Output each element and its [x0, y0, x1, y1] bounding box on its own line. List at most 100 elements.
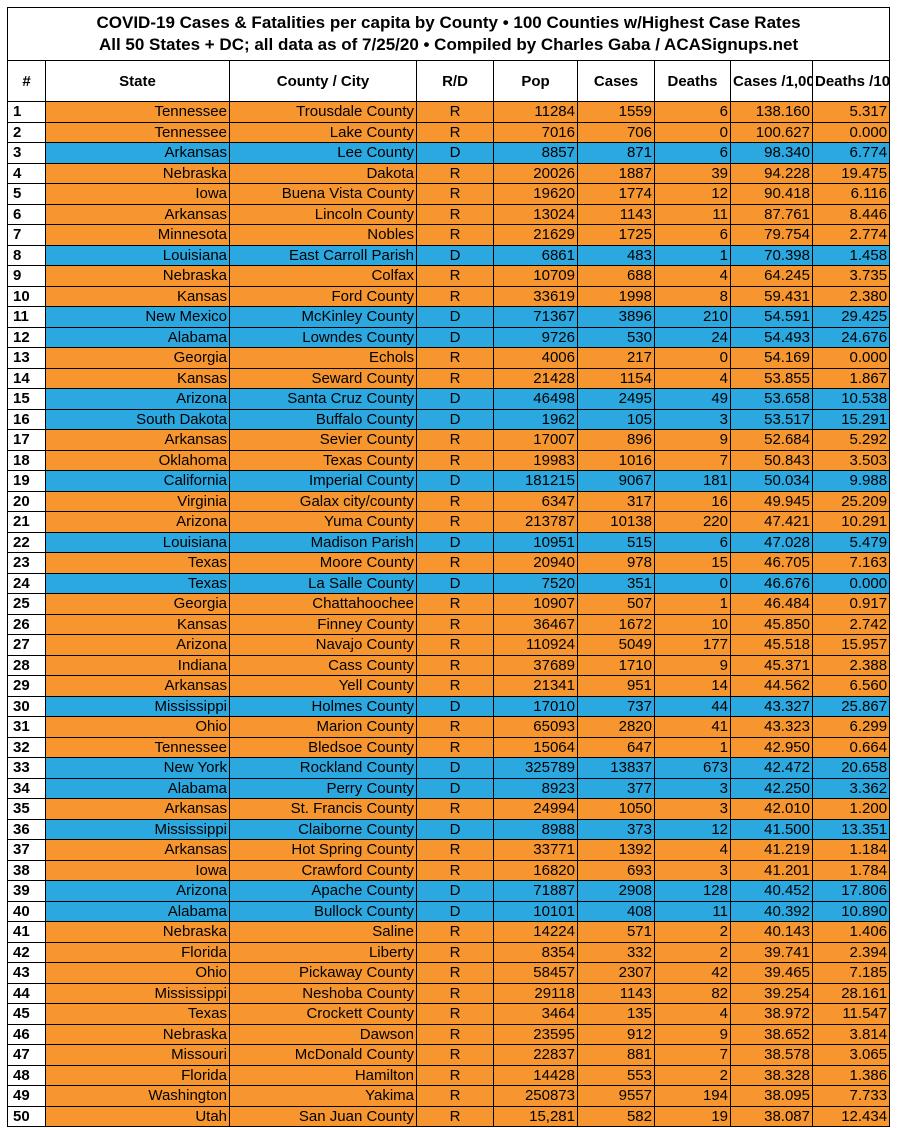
cell-county[interactable]: Claiborne County — [229, 818, 417, 840]
cell-rank[interactable]: 45 — [7, 1003, 46, 1025]
cell-deaths-per-10000[interactable]: 8.446 — [811, 203, 891, 225]
cell-rank[interactable]: 49 — [7, 1085, 46, 1107]
cell-pop[interactable]: 19620 — [493, 183, 578, 205]
cell-party[interactable]: D — [416, 572, 494, 594]
cell-party[interactable]: R — [416, 962, 494, 984]
cell-rank[interactable]: 32 — [7, 736, 46, 758]
cell-rank[interactable]: 13 — [7, 347, 46, 369]
cell-cases-per-1000[interactable]: 49.945 — [730, 490, 813, 512]
cell-party[interactable]: R — [416, 162, 494, 184]
cell-deaths-per-10000[interactable]: 19.475 — [811, 162, 891, 184]
cell-cases[interactable]: 1710 — [577, 654, 655, 676]
cell-pop[interactable]: 8857 — [493, 142, 578, 164]
cell-party[interactable]: R — [416, 634, 494, 656]
cell-party[interactable]: D — [416, 244, 494, 266]
cell-party[interactable]: R — [416, 552, 494, 574]
cell-cases[interactable]: 2908 — [577, 880, 655, 902]
cell-cases[interactable]: 2495 — [577, 388, 655, 410]
cell-deaths[interactable]: 9 — [654, 1023, 731, 1045]
cell-state[interactable]: New York — [45, 757, 230, 779]
cell-pop[interactable]: 4006 — [493, 347, 578, 369]
cell-state[interactable]: Arkansas — [45, 429, 230, 451]
cell-deaths-per-10000[interactable]: 1.458 — [811, 244, 891, 266]
cell-state[interactable]: Arkansas — [45, 839, 230, 861]
cell-cases[interactable]: 5049 — [577, 634, 655, 656]
cell-state[interactable]: Iowa — [45, 183, 230, 205]
cell-county[interactable]: San Juan County — [229, 1105, 417, 1127]
cell-deaths-per-10000[interactable]: 10.890 — [811, 900, 891, 922]
cell-county[interactable]: Rockland County — [229, 757, 417, 779]
cell-rank[interactable]: 23 — [7, 552, 46, 574]
cell-rank[interactable]: 36 — [7, 818, 46, 840]
cell-deaths-per-10000[interactable]: 0.917 — [811, 593, 891, 615]
cell-deaths-per-10000[interactable]: 25.209 — [811, 490, 891, 512]
cell-rank[interactable]: 17 — [7, 429, 46, 451]
cell-pop[interactable]: 7520 — [493, 572, 578, 594]
cell-county[interactable]: Hot Spring County — [229, 839, 417, 861]
cell-party[interactable]: R — [416, 265, 494, 287]
cell-county[interactable]: McDonald County — [229, 1044, 417, 1066]
cell-county[interactable]: Madison Parish — [229, 531, 417, 553]
cell-cases[interactable]: 317 — [577, 490, 655, 512]
cell-deaths[interactable]: 3 — [654, 798, 731, 820]
cell-cases-per-1000[interactable]: 100.627 — [730, 121, 813, 143]
cell-deaths[interactable]: 7 — [654, 449, 731, 471]
cell-party[interactable]: R — [416, 798, 494, 820]
cell-cases-per-1000[interactable]: 53.855 — [730, 367, 813, 389]
cell-county[interactable]: Echols — [229, 347, 417, 369]
cell-pop[interactable]: 19983 — [493, 449, 578, 471]
cell-party[interactable]: R — [416, 183, 494, 205]
cell-county[interactable]: Moore County — [229, 552, 417, 574]
cell-pop[interactable]: 58457 — [493, 962, 578, 984]
cell-cases-per-1000[interactable]: 54.493 — [730, 326, 813, 348]
cell-pop[interactable]: 16820 — [493, 859, 578, 881]
cell-state[interactable]: South Dakota — [45, 408, 230, 430]
cell-rank[interactable]: 3 — [7, 142, 46, 164]
cell-cases-per-1000[interactable]: 50.843 — [730, 449, 813, 471]
cell-pop[interactable]: 36467 — [493, 613, 578, 635]
cell-party[interactable]: R — [416, 1023, 494, 1045]
cell-deaths[interactable]: 12 — [654, 183, 731, 205]
cell-deaths[interactable]: 42 — [654, 962, 731, 984]
cell-deaths-per-10000[interactable]: 2.394 — [811, 941, 891, 963]
cell-county[interactable]: Buena Vista County — [229, 183, 417, 205]
cell-cases[interactable]: 1392 — [577, 839, 655, 861]
cell-rank[interactable]: 50 — [7, 1105, 46, 1127]
cell-rank[interactable]: 41 — [7, 921, 46, 943]
cell-state[interactable]: Tennessee — [45, 121, 230, 143]
cell-rank[interactable]: 40 — [7, 900, 46, 922]
cell-party[interactable]: D — [416, 818, 494, 840]
cell-deaths-per-10000[interactable]: 10.538 — [811, 388, 891, 410]
cell-cases[interactable]: 1672 — [577, 613, 655, 635]
cell-deaths-per-10000[interactable]: 15.291 — [811, 408, 891, 430]
cell-state[interactable]: Alabama — [45, 900, 230, 922]
cell-state[interactable]: Missouri — [45, 1044, 230, 1066]
cell-deaths-per-10000[interactable]: 5.479 — [811, 531, 891, 553]
cell-rank[interactable]: 24 — [7, 572, 46, 594]
cell-deaths[interactable]: 11 — [654, 900, 731, 922]
cell-deaths[interactable]: 15 — [654, 552, 731, 574]
cell-cases[interactable]: 1774 — [577, 183, 655, 205]
cell-county[interactable]: Pickaway County — [229, 962, 417, 984]
cell-pop[interactable]: 20940 — [493, 552, 578, 574]
cell-deaths[interactable]: 19 — [654, 1105, 731, 1127]
cell-cases-per-1000[interactable]: 45.518 — [730, 634, 813, 656]
cell-rank[interactable]: 38 — [7, 859, 46, 881]
cell-cases-per-1000[interactable]: 41.219 — [730, 839, 813, 861]
cell-state[interactable]: Nebraska — [45, 1023, 230, 1045]
cell-deaths-per-10000[interactable]: 28.161 — [811, 982, 891, 1004]
cell-cases-per-1000[interactable]: 44.562 — [730, 675, 813, 697]
cell-cases[interactable]: 105 — [577, 408, 655, 430]
cell-county[interactable]: Lowndes County — [229, 326, 417, 348]
cell-deaths[interactable]: 11 — [654, 203, 731, 225]
cell-county[interactable]: La Salle County — [229, 572, 417, 594]
cell-deaths[interactable]: 4 — [654, 367, 731, 389]
cell-deaths[interactable]: 6 — [654, 142, 731, 164]
cell-deaths-per-10000[interactable]: 24.676 — [811, 326, 891, 348]
cell-cases-per-1000[interactable]: 90.418 — [730, 183, 813, 205]
cell-deaths-per-10000[interactable]: 7.163 — [811, 552, 891, 574]
cell-deaths[interactable]: 12 — [654, 818, 731, 840]
cell-rank[interactable]: 26 — [7, 613, 46, 635]
cell-cases[interactable]: 13837 — [577, 757, 655, 779]
cell-rank[interactable]: 10 — [7, 285, 46, 307]
